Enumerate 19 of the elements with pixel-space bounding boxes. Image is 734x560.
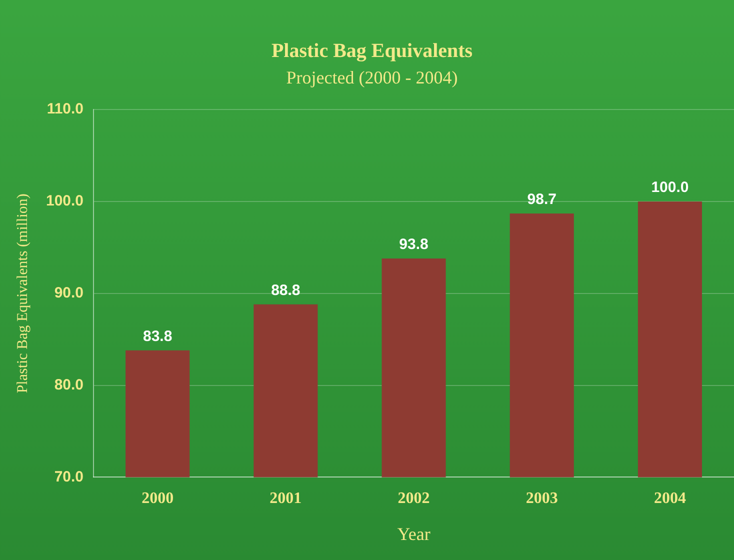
data-label: 83.8	[142, 328, 172, 346]
data-label: 88.8	[271, 282, 300, 300]
data-label: 93.8	[399, 236, 428, 254]
data-label: 100.0	[651, 179, 689, 196]
data-label: 98.7	[527, 191, 556, 208]
x-tick-label: 2003	[526, 490, 558, 507]
x-tick-label: 2004	[654, 490, 686, 507]
y-tick-label: 90.0	[54, 284, 84, 302]
x-axis-title: Year	[397, 524, 430, 544]
y-tick-label: 80.0	[54, 376, 84, 394]
x-tick-label: 2002	[398, 490, 430, 507]
y-axis-title: Plastic Bag Equivalents (million)	[14, 194, 31, 394]
y-tick-label: 70.0	[54, 468, 84, 486]
x-tick-label: 2001	[270, 490, 302, 507]
x-tick-label: 2000	[142, 490, 174, 507]
chart-title: Plastic Bag Equivalents	[271, 40, 473, 62]
y-tick-label: 110.0	[46, 100, 84, 118]
chart-subtitle: Projected (2000 - 2004)	[286, 68, 458, 88]
y-tick-label: 100.0	[46, 192, 84, 210]
